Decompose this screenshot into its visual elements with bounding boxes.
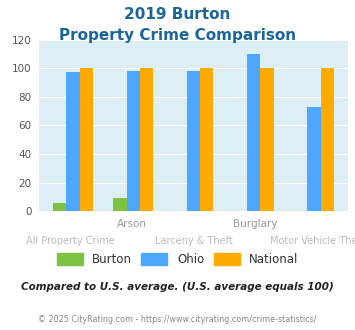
Bar (113, 198, 127, 211)
Bar (321, 68, 334, 211)
Text: Compared to U.S. average. (U.S. average equals 100): Compared to U.S. average. (U.S. average … (21, 282, 334, 292)
Bar (260, 68, 274, 211)
Text: Burglary: Burglary (233, 219, 278, 229)
Bar (187, 71, 200, 211)
Bar (127, 71, 140, 211)
Legend: Burton, Ohio, National: Burton, Ohio, National (52, 248, 303, 271)
Bar (80, 68, 93, 211)
Text: Larceny & Theft: Larceny & Theft (154, 236, 233, 246)
Text: Motor Vehicle Theft: Motor Vehicle Theft (270, 236, 355, 246)
Text: Property Crime Comparison: Property Crime Comparison (59, 28, 296, 43)
Bar (53, 203, 66, 211)
Text: Arson: Arson (117, 219, 147, 229)
Bar (200, 68, 213, 211)
Bar (140, 68, 153, 211)
Text: © 2025 CityRating.com - https://www.cityrating.com/crime-statistics/: © 2025 CityRating.com - https://www.city… (38, 315, 317, 324)
Text: 2019 Burton: 2019 Burton (124, 7, 231, 21)
Bar (247, 54, 260, 211)
Bar (66, 73, 80, 211)
Bar (307, 107, 321, 211)
Text: All Property Crime: All Property Crime (26, 236, 114, 246)
